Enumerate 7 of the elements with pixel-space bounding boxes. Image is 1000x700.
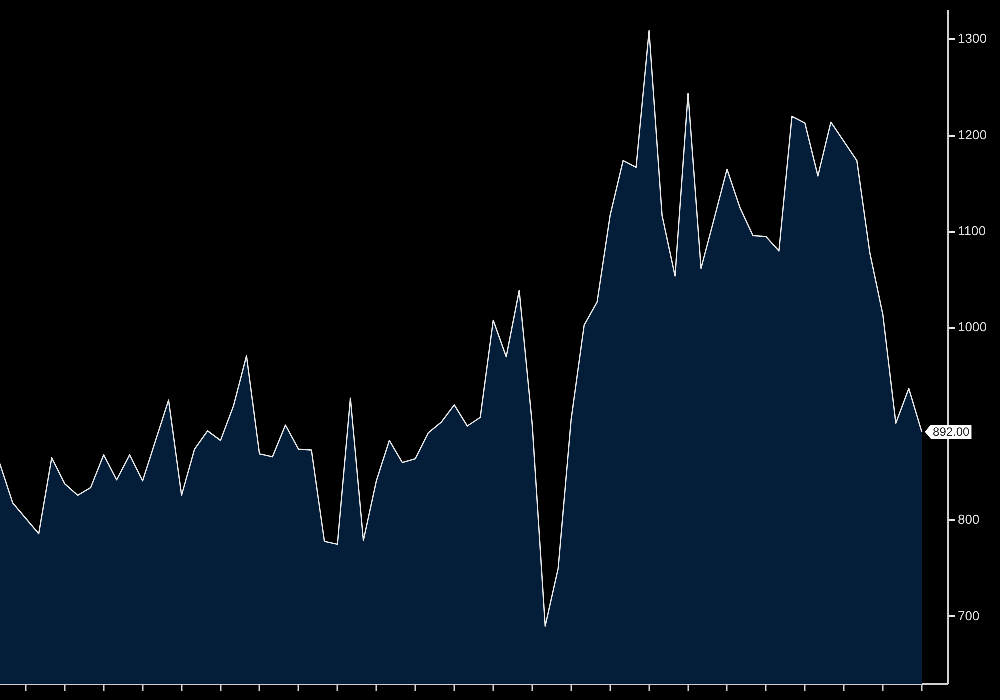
y-tick-label: 1200 xyxy=(958,127,987,142)
data-label: 892.00 xyxy=(933,424,970,439)
y-tick-label: 1100 xyxy=(958,224,986,239)
y-tick-label: 1300 xyxy=(958,31,987,46)
y-tick-label: 1000 xyxy=(958,320,987,335)
y-tick-label: 700 xyxy=(958,608,980,624)
y-tick-label: 800 xyxy=(958,512,980,528)
